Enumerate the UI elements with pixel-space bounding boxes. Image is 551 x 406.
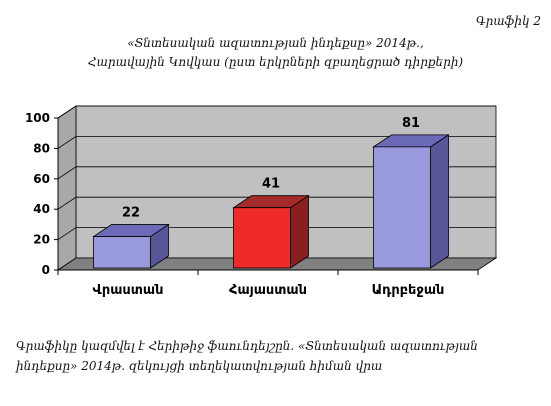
source-note: Գրաֆիկը կազմվել է Հերիթիջ ֆաունդեյշըն. «…	[16, 336, 536, 376]
gridline	[57, 135, 496, 149]
y-tick-label: 100	[25, 111, 50, 125]
bar	[373, 146, 431, 269]
chart-title: «Տնտեսական ազատության ինդեքսը» 2014թ., Հ…	[0, 34, 551, 72]
bar-side	[290, 194, 309, 269]
chart-side-wall	[57, 105, 77, 271]
bar-side	[430, 134, 449, 269]
y-tick-label: 0	[42, 263, 50, 277]
source-note-line-2: ինդեքսը» 2014թ. զեկույցի տեղեկատվության …	[16, 359, 383, 373]
gridline	[57, 105, 496, 119]
bar	[233, 207, 291, 269]
x-tick-label: Ադրբեջան	[372, 283, 445, 298]
y-tick-label: 20	[33, 233, 50, 247]
source-note-line-1: Գրաֆիկը կազմվել է Հերիթիջ ֆաունդեյշըն. «…	[16, 339, 478, 353]
chart-title-line-1: «Տնտեսական ազատության ինդեքսը» 2014թ.,	[127, 36, 424, 50]
y-tick-label: 40	[33, 202, 50, 216]
y-tick-label: 60	[33, 172, 50, 186]
chart-title-line-2: Հարավային Կովկաս (ըստ երկրների զբաղեցրած…	[87, 55, 464, 69]
x-tick-label: Հայաստան	[229, 283, 307, 298]
gridline	[57, 227, 496, 240]
x-tick-label: Վրաստան	[93, 283, 164, 298]
bar	[93, 236, 151, 269]
data-label: 81	[402, 116, 420, 131]
gridline	[57, 166, 496, 180]
data-label: 22	[122, 206, 140, 221]
y-tick-label: 80	[33, 141, 50, 155]
data-label: 41	[262, 177, 280, 192]
figure-label: Գրաֆիկ 2	[475, 14, 541, 28]
gridline	[57, 196, 496, 210]
